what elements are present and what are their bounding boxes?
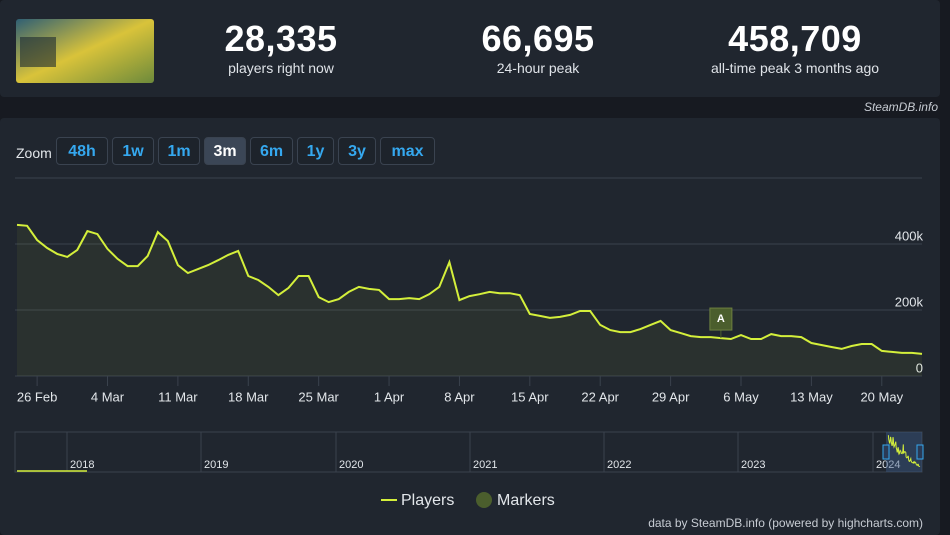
zoom-button[interactable]: 1y bbox=[297, 137, 334, 165]
x-tick-label: 20 May bbox=[860, 389, 903, 404]
x-tick-label: 25 Mar bbox=[298, 389, 339, 404]
navigator-handle[interactable] bbox=[882, 444, 890, 460]
navigator-year: 2019 bbox=[204, 459, 228, 471]
y-tick-label: 400k bbox=[895, 228, 924, 243]
navigator-line-mini bbox=[887, 434, 921, 468]
navigator-year: 2022 bbox=[607, 459, 631, 471]
zoom-button[interactable]: 1w bbox=[112, 137, 154, 165]
x-tick-label: 15 Apr bbox=[511, 389, 549, 404]
navigator bbox=[14, 431, 923, 473]
zoom-button[interactable]: 3m bbox=[204, 137, 246, 165]
stat: 66,695 24-hour peak bbox=[408, 18, 668, 76]
stat-value: 28,335 bbox=[224, 18, 338, 59]
navigator-year: 2024 bbox=[876, 459, 900, 471]
zoom-label: Zoom bbox=[16, 145, 52, 161]
x-tick-label: 1 Apr bbox=[374, 389, 405, 404]
navigator-year: 2020 bbox=[339, 459, 363, 471]
credits: data by SteamDB.info (powered by highcha… bbox=[648, 516, 923, 530]
marker-label: A bbox=[717, 313, 725, 325]
navigator-year: 2023 bbox=[741, 459, 765, 471]
zoom-button[interactable]: 48h bbox=[56, 137, 108, 165]
x-tick-label: 13 May bbox=[790, 389, 833, 404]
x-tick-label: 4 Mar bbox=[91, 389, 125, 404]
x-tick-label: 11 Mar bbox=[158, 389, 198, 404]
stat-value: 458,709 bbox=[728, 18, 862, 59]
navigator-handle[interactable] bbox=[916, 444, 924, 460]
stat-value: 66,695 bbox=[481, 18, 595, 59]
game-banner bbox=[16, 19, 154, 83]
x-tick-label: 22 Apr bbox=[581, 389, 619, 404]
zoom-button[interactable]: 1m bbox=[158, 137, 200, 165]
stat-label: 24-hour peak bbox=[496, 60, 580, 76]
stat: 28,335 players right now bbox=[151, 18, 411, 76]
area bbox=[17, 224, 922, 376]
legend-label[interactable]: Players bbox=[401, 492, 454, 509]
x-tick-label: 18 Mar bbox=[228, 389, 269, 404]
marker-flag bbox=[709, 307, 733, 331]
x-tick-label: 6 May bbox=[723, 389, 759, 404]
zoom-button[interactable]: max bbox=[380, 137, 435, 165]
line bbox=[16, 223, 923, 355]
stat: 458,709 all-time peak 3 months ago bbox=[665, 18, 925, 76]
x-tick-label: 8 Apr bbox=[444, 389, 475, 404]
legend-label[interactable]: Markers bbox=[497, 492, 555, 509]
x-tick-label: 26 Feb bbox=[17, 389, 57, 404]
y-tick-label: 0 bbox=[916, 360, 923, 375]
legend-marker[interactable] bbox=[476, 492, 492, 508]
y-tick-label: 200k bbox=[895, 294, 924, 309]
stats-panel: 28,335 players right now 66,695 24-hour pea… bbox=[0, 0, 940, 97]
navigator-year: 2018 bbox=[70, 459, 94, 471]
stat-label: players right now bbox=[228, 60, 334, 76]
zoom-button[interactable]: 3y bbox=[338, 137, 376, 165]
x-tick-label: 29 Apr bbox=[652, 389, 690, 404]
source: SteamDB.info bbox=[863, 100, 938, 114]
navigator-year: 2021 bbox=[473, 459, 497, 471]
zoom-button[interactable]: 6m bbox=[250, 137, 293, 165]
stat-label: all-time peak 3 months ago bbox=[710, 60, 880, 76]
